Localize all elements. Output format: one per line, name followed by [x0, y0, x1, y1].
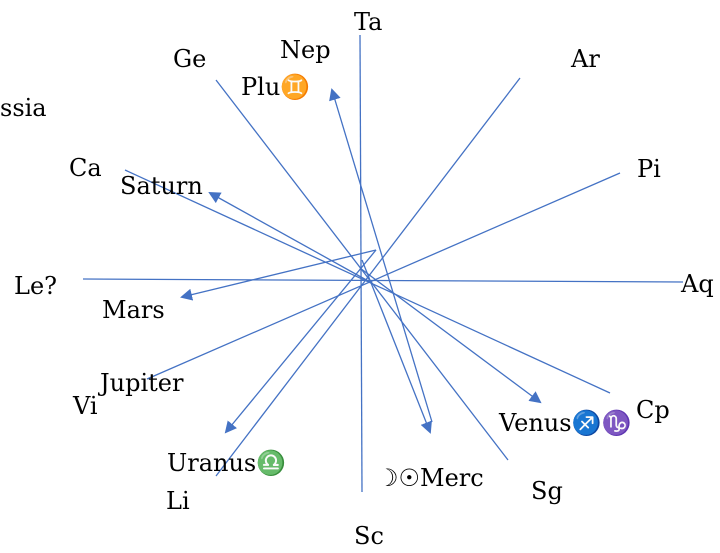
axis-ca-cp	[124, 169, 611, 394]
planet-label-moon-sun-merc: ☽☉Merc	[377, 464, 484, 492]
arrow-pluto	[329, 88, 433, 423]
axis-ta-sc	[359, 34, 363, 493]
sign-label-vi: Vi	[72, 392, 98, 420]
sign-label-ca: Ca	[69, 154, 102, 182]
planet-label-mars: Mars	[102, 296, 165, 324]
axis-pi-vi	[146, 172, 621, 380]
arrow-uranus	[224, 249, 377, 434]
axis-le-aq	[82, 278, 684, 283]
planet-label-venus: Venus♐♑	[498, 409, 631, 437]
planet-labels: Nep Plu♊ Saturn Mars Jupiter Uranus♎ ☽☉M…	[97, 36, 631, 492]
axis-ar-li	[215, 77, 521, 477]
arrow-venus	[359, 267, 542, 404]
arrow-mars	[180, 249, 377, 301]
planet-label-nep: Nep	[280, 36, 331, 64]
planet-arrows	[180, 88, 542, 434]
sign-label-aq: Aq	[680, 270, 714, 298]
sign-label-li: Li	[166, 487, 190, 515]
arrow-merc	[361, 259, 432, 434]
sign-label-ar: Ar	[570, 45, 600, 73]
planet-label-saturn: Saturn	[120, 172, 203, 200]
sign-label-cp: Cp	[636, 396, 670, 424]
cut-off-label: ssia	[0, 94, 47, 122]
planet-label-plu: Plu♊	[241, 73, 310, 101]
sign-label-sg: Sg	[531, 477, 563, 505]
sign-label-pi: Pi	[637, 155, 661, 183]
sign-label-ta: Ta	[354, 8, 382, 36]
sign-label-sc: Sc	[354, 522, 384, 550]
sign-label-le: Le?	[14, 272, 57, 300]
planet-label-uranus: Uranus♎	[167, 449, 286, 477]
arrow-saturn	[208, 192, 371, 283]
sign-labels: Ta Ar Pi Aq Cp Sg Sc Li Vi Le? Ca Ge	[14, 8, 714, 550]
sign-label-ge: Ge	[173, 45, 206, 73]
planet-label-jupiter: Jupiter	[97, 369, 184, 397]
